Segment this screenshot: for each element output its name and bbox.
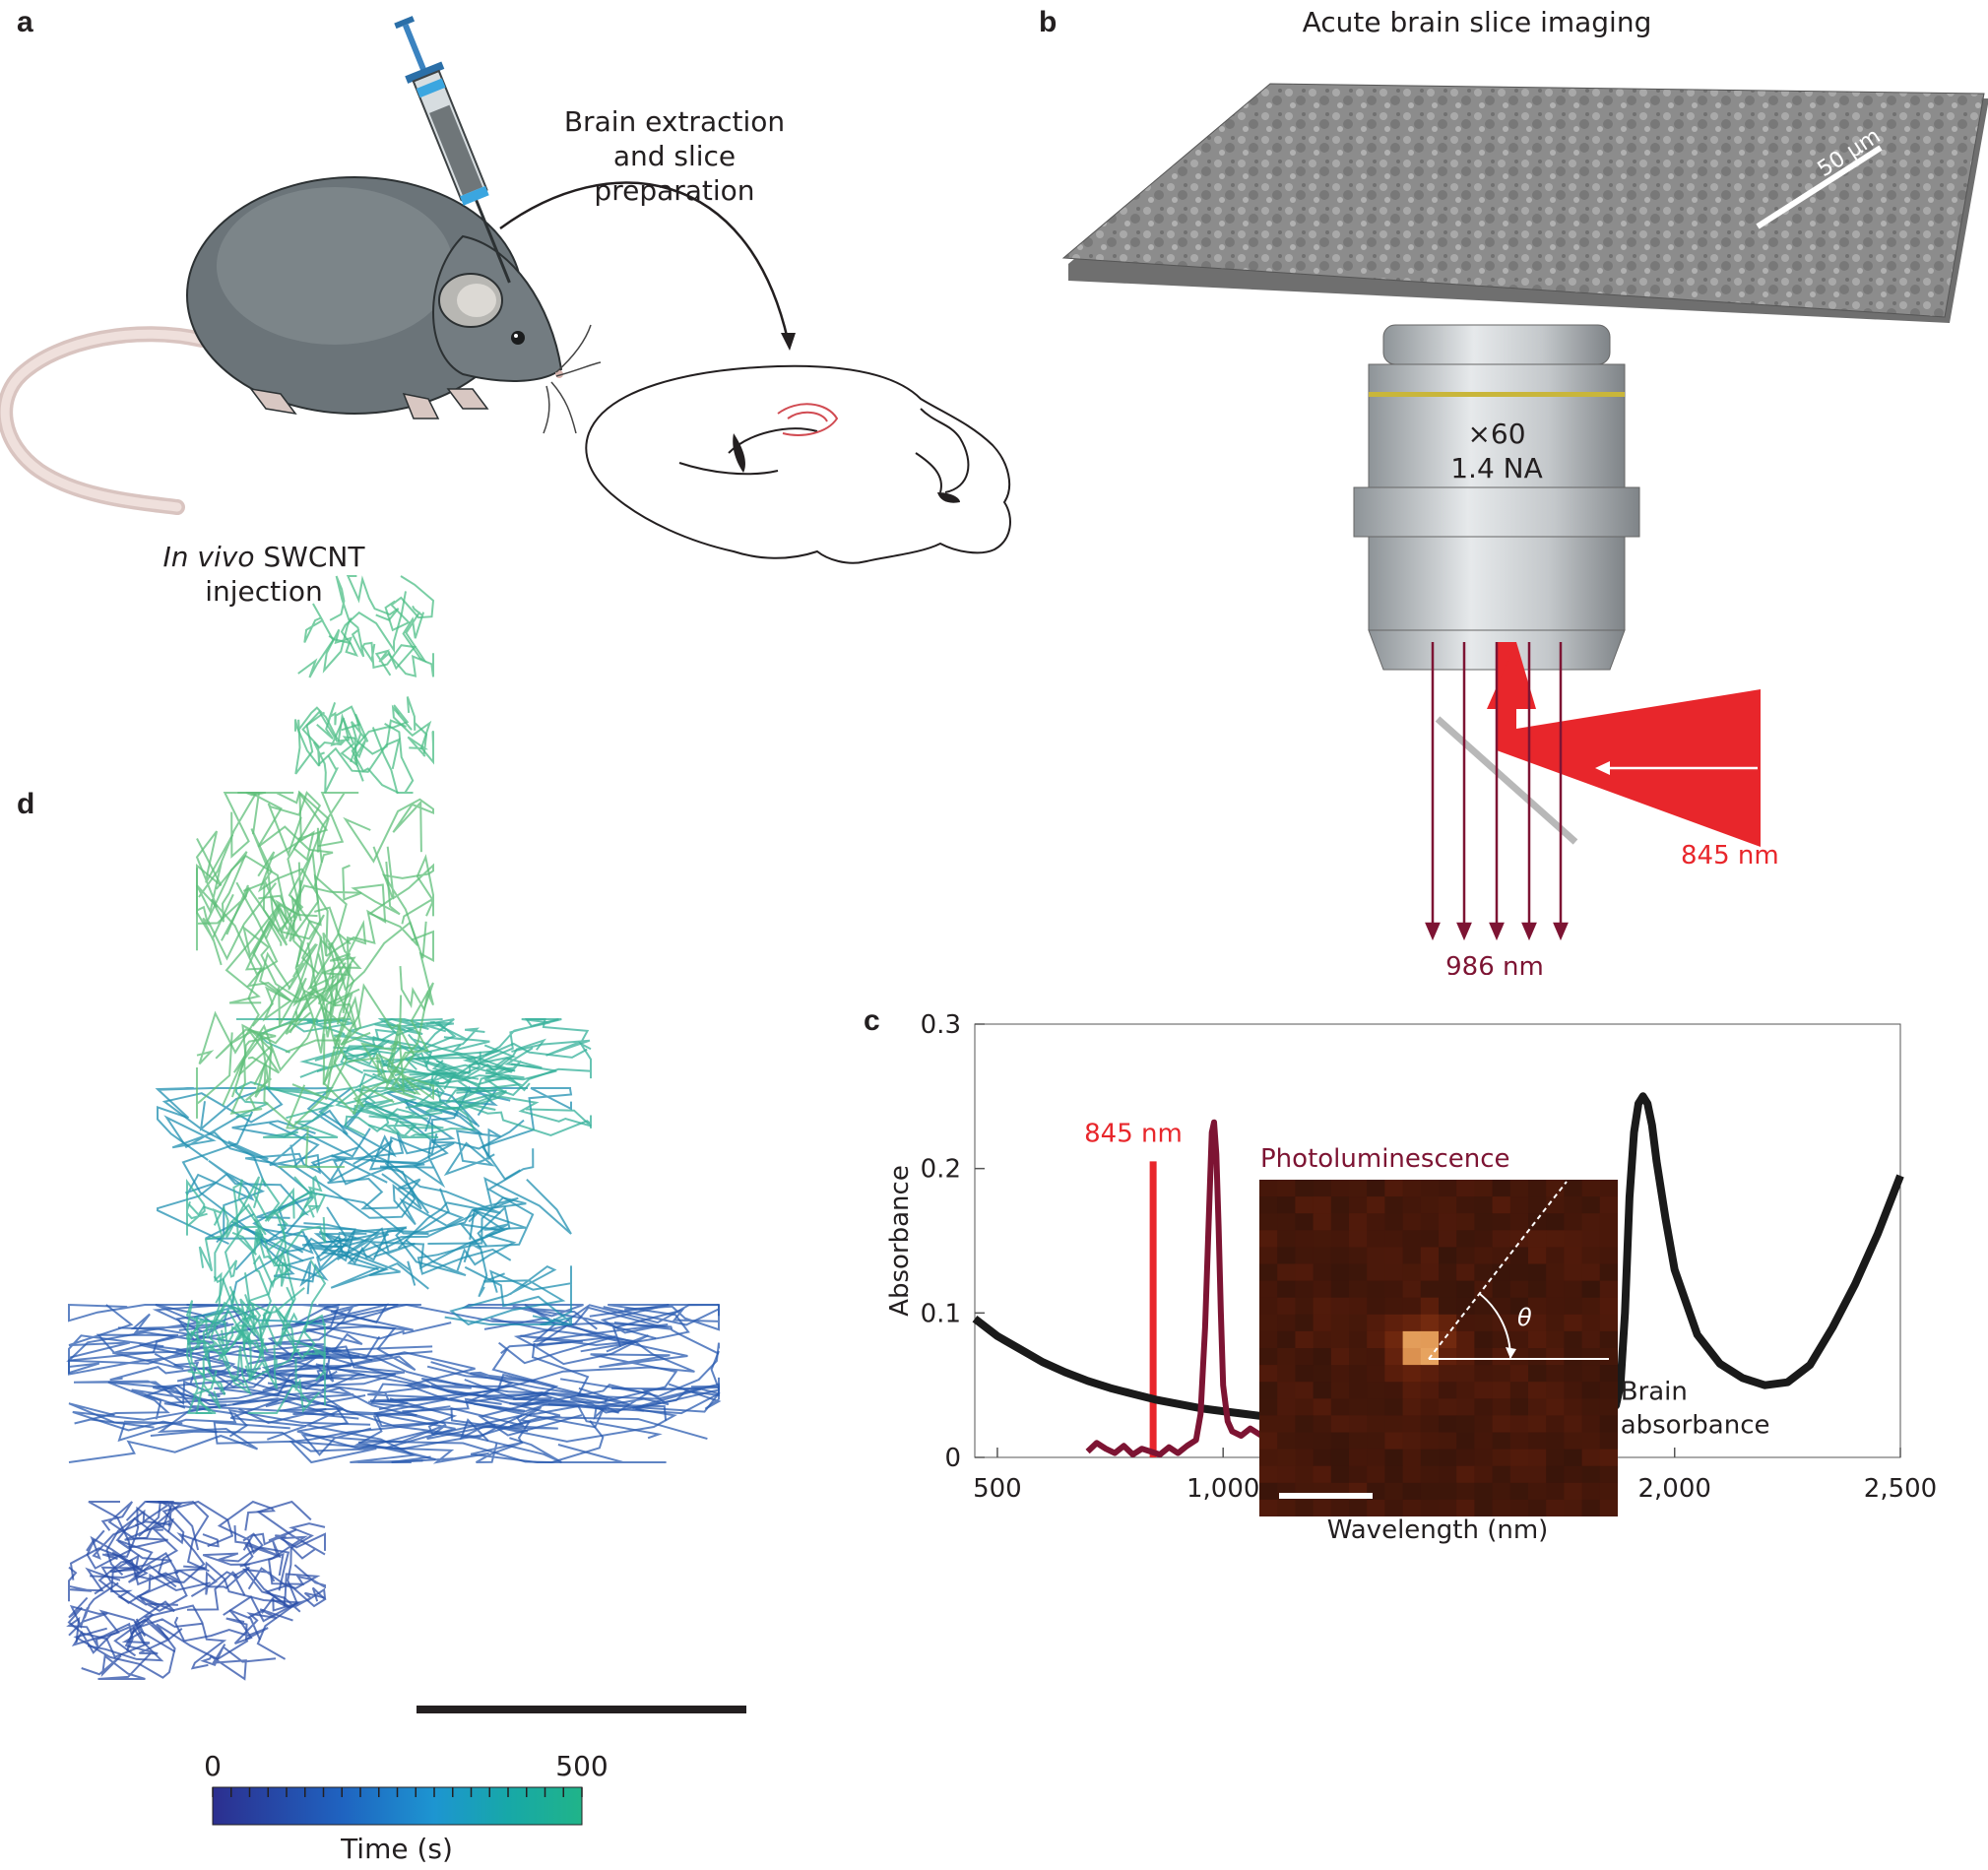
panel-b-title: Acute brain slice imaging (1302, 6, 1652, 38)
colorbar-max: 500 (555, 1750, 608, 1782)
mouse-eye (511, 331, 525, 345)
y-tick-label: 0 (944, 1444, 961, 1473)
mouse-whiskers (543, 324, 602, 434)
injection-label-italic: In vivo (162, 541, 255, 573)
syringe-icon (394, 16, 511, 284)
excitation-beam (1497, 642, 1761, 847)
panel-b-letter: b (1039, 6, 1058, 38)
injection-label-rest: SWCNT (254, 541, 365, 573)
objective-top (1382, 324, 1611, 365)
panel-a-letter: a (17, 6, 33, 38)
y-tick-label: 0.2 (921, 1155, 961, 1185)
emission-arrows (1425, 642, 1569, 941)
injection-label-line2: injection (205, 575, 323, 608)
x-tick-label: 2,500 (1864, 1474, 1937, 1504)
curve-label-line1: Brain (1621, 1377, 1688, 1406)
inset-title-wrap: Photoluminescence (1260, 1144, 1988, 1174)
mouse-feet (249, 387, 489, 419)
panel-d-letter: d (17, 788, 35, 820)
extraction-arrow (499, 181, 790, 341)
microscope-illustration: 50 µm ×60 1.4 NA 845 nm 986 nm (1061, 83, 1988, 975)
objective-body (1368, 363, 1626, 493)
inset-scale-bar (1279, 1493, 1373, 1499)
x-tick-label: 500 (973, 1474, 1022, 1504)
mouse-injection-illustration (0, 16, 1011, 564)
x-tick-label: 2,000 (1638, 1474, 1711, 1504)
y-tick-label: 0.1 (921, 1299, 961, 1328)
extraction-label-line2: and slice preparation (594, 140, 755, 207)
excitation-label: 845 nm (1681, 841, 1779, 871)
panel-c-letter: c (864, 1004, 880, 1037)
colorbar-label: Time (s) (340, 1833, 453, 1865)
injection-label: In vivo SWCNT injection (146, 540, 382, 609)
extraction-label-line1: Brain extraction (563, 105, 786, 138)
photoluminescence-inset: θ (1259, 1180, 1618, 1516)
y-axis-label: Absorbance (885, 1165, 915, 1317)
excitation-line-label: 845 nm (1084, 1119, 1183, 1148)
objective-mag: ×60 (1467, 418, 1525, 450)
colorbar (212, 1786, 583, 1826)
dichroic-mirror (1435, 716, 1578, 845)
objective-na: 1.4 NA (1450, 452, 1543, 484)
y-tick-label: 0.3 (921, 1010, 961, 1040)
scale-bar (1756, 145, 1883, 229)
angle-theta: θ (1517, 1304, 1532, 1331)
emission-label: 986 nm (1445, 952, 1544, 975)
brain-slice-image (1061, 83, 1985, 318)
extraction-label: Brain extraction and slice preparation (551, 104, 798, 208)
brain-slice-sketch (585, 364, 1011, 564)
curve-label-line2: absorbance (1621, 1410, 1770, 1440)
x-axis-label: Wavelength (nm) (1327, 1515, 1549, 1545)
inset-title: Photoluminescence (1260, 1144, 1510, 1174)
trajectory-plot: 0 500 Time (s) (66, 575, 746, 1865)
colorbar-min: 0 (204, 1750, 222, 1782)
x-tick-label: 1,000 (1186, 1474, 1259, 1504)
